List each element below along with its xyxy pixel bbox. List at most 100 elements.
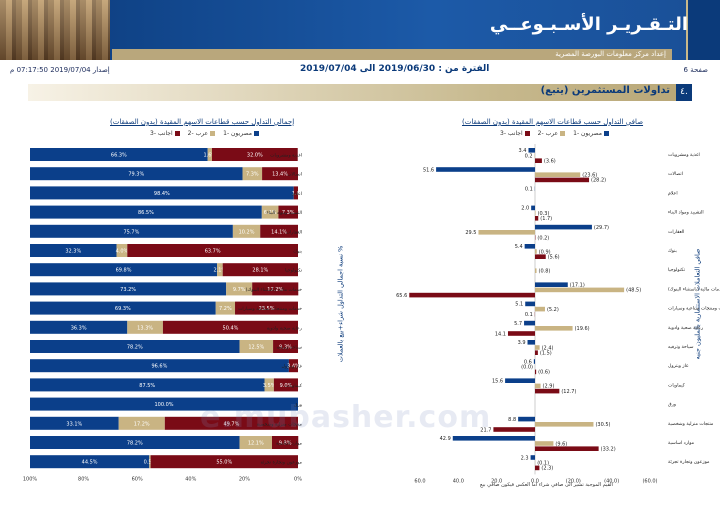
net-bar: [535, 268, 537, 273]
stack-data-label: 7.3%: [246, 172, 259, 178]
stack-bar-segment: [207, 148, 212, 161]
stack-data-label: 87.5%: [139, 383, 155, 389]
stack-data-label: 86.5%: [138, 210, 154, 216]
stack-data-label: 9.7%: [233, 287, 246, 293]
stack-bar-segment: [288, 359, 298, 373]
category-label: رعاية صحية وادوية: [267, 326, 302, 331]
stack-data-label: 33.1%: [66, 421, 82, 427]
stack-data-label: 9.3%: [279, 345, 292, 351]
net-bar: [527, 340, 535, 345]
net-bar: [535, 422, 594, 427]
stack-data-label: 4.0%: [116, 249, 129, 255]
stack-data-label: 55.0%: [216, 460, 232, 466]
net-bar: [452, 436, 535, 441]
stack-data-label: 17.2%: [267, 287, 283, 293]
category-label: سياحة وترفيه: [668, 345, 694, 350]
stack-bar-segment: [239, 340, 274, 353]
net-bar: [535, 249, 537, 254]
stack-bar-segment: [211, 148, 298, 161]
net-bar: [535, 306, 545, 312]
net-bar: [535, 326, 573, 331]
category-label: العقارات: [286, 230, 302, 235]
net-data-label: 8.8: [508, 417, 516, 423]
category-label: خدمات ومنتجات صناعية وسيارات: [238, 307, 302, 312]
stack-data-label: 1.6%: [203, 153, 216, 159]
net-data-label: 2.0: [521, 206, 529, 212]
right-legend: مصريون -1 عرب -2 اجانب -3: [500, 130, 609, 137]
stack-data-label: 3.4%: [287, 364, 300, 370]
category-label: غاز وبترول: [668, 364, 689, 369]
net-data-label: (0.2): [537, 235, 549, 241]
net-data-label: (0.3): [538, 211, 550, 217]
net-bar: [518, 416, 535, 422]
net-data-label: 0.1: [525, 312, 533, 318]
stack-data-label: 66.3%: [111, 153, 127, 159]
net-data-label: (48.5): [626, 288, 641, 294]
net-bar: [505, 378, 535, 383]
section-number: ٤.: [676, 84, 692, 101]
stack-data-label: 2.1%: [214, 268, 227, 274]
report-period: الفترة من : 2019/06/30 الى 2019/07/04: [300, 64, 490, 74]
stack-data-label: 79.3%: [128, 172, 144, 178]
section-header: ٤. تداولات المستثمرين (يتبع): [28, 84, 692, 101]
net-bar: [535, 383, 541, 389]
net-data-label: 42.9: [440, 436, 451, 442]
stack-bar-segment: [30, 378, 265, 392]
net-data-label: (1.7): [540, 216, 552, 222]
net-data-label: 3.4: [519, 148, 527, 154]
stack-data-label: 78.2%: [127, 345, 143, 351]
stack-data-label: 13.4%: [272, 172, 288, 178]
category-label: كيماويات: [668, 382, 686, 388]
net-data-label: (2.9): [543, 384, 555, 390]
net-data-label: (9.6): [555, 441, 567, 447]
category-label: اتصالات: [668, 172, 683, 177]
net-bar: [525, 301, 535, 307]
category-label: سياحة وترفيه: [277, 346, 303, 351]
stack-data-label: 32.0%: [247, 153, 263, 159]
x-tick-label: 40.0: [453, 478, 464, 484]
net-data-label: (0.6): [538, 370, 550, 376]
net-data-label: (28.2): [591, 178, 606, 184]
category-label: التشييد ومواد البناء: [668, 211, 704, 216]
stack-data-label: 12.1%: [248, 441, 264, 447]
net-data-label: (23.6): [582, 173, 597, 179]
net-bar: [531, 205, 535, 211]
stack-bar-segment: [30, 436, 240, 449]
legend-item-foreigners: اجانب -3: [500, 130, 530, 137]
x-tick-label: 80%: [78, 476, 89, 482]
net-bar: [535, 345, 540, 350]
net-data-label: (0.1): [537, 461, 549, 467]
stack-data-label: 10.2%: [239, 229, 255, 235]
x-tick-label: 40%: [185, 476, 196, 482]
stack-bar-segment: [235, 301, 298, 315]
net-bar: [535, 369, 537, 375]
category-label: التشييد ومواد البناء: [266, 211, 302, 216]
category-label: اغذية ومشروبات: [270, 154, 302, 159]
net-data-label: 5.4: [515, 244, 523, 250]
stack-data-label: 0.5%: [144, 460, 157, 466]
stack-data-label: 9.0%: [280, 383, 293, 389]
x-tick-label: 60.0: [414, 478, 425, 484]
net-data-label: (30.5): [595, 422, 610, 428]
x-tick-label: 0%: [294, 476, 302, 482]
stack-bar-segment: [262, 167, 298, 181]
stack-bar-segment: [252, 282, 299, 296]
x-tick-label: (60.0): [642, 478, 657, 484]
legend-item-foreigners: اجانب -3: [150, 130, 180, 137]
stack-data-label: 44.5%: [82, 460, 98, 466]
net-data-label: (0.0): [521, 365, 533, 371]
net-bar: [535, 465, 540, 471]
stack-data-label: 9.8%: [279, 441, 292, 447]
issue-time: إصدار 2019/07/04 07:17:50 م: [10, 66, 110, 74]
stack-data-label: 78.2%: [127, 441, 143, 447]
category-label: موارد اساسية: [668, 441, 695, 446]
legend-item-arabs: عرب -2: [538, 130, 566, 137]
legend-item-egyptians: مصريون -1: [573, 130, 609, 137]
net-data-label: (33.2): [601, 447, 616, 453]
category-label: ورق: [668, 402, 676, 408]
report-subtitle: إعداد مركز معلومات البورصة المصرية: [112, 49, 672, 60]
stack-bar-segment: [116, 244, 128, 257]
stack-data-label: 100.0%: [154, 402, 173, 408]
stack-data-label: 1.6: [292, 191, 300, 197]
net-data-label: (19.6): [575, 326, 590, 332]
